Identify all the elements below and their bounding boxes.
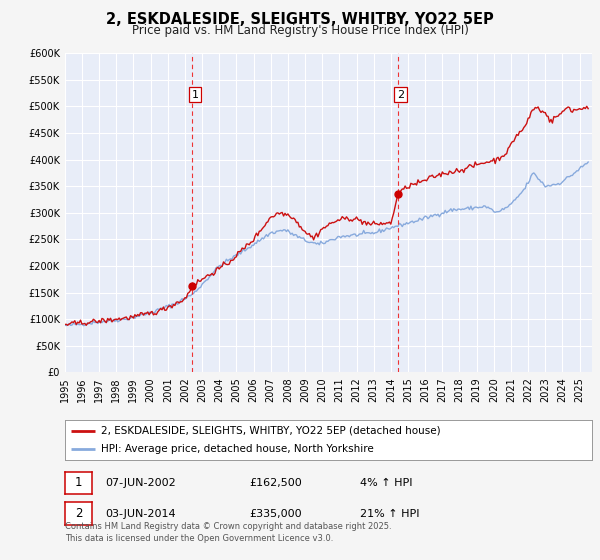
Text: 1: 1 (75, 476, 82, 489)
Text: £335,000: £335,000 (249, 508, 302, 519)
Text: 03-JUN-2014: 03-JUN-2014 (105, 508, 176, 519)
Text: 07-JUN-2002: 07-JUN-2002 (105, 478, 176, 488)
Text: HPI: Average price, detached house, North Yorkshire: HPI: Average price, detached house, Nort… (101, 445, 373, 454)
Text: £162,500: £162,500 (249, 478, 302, 488)
Text: 4% ↑ HPI: 4% ↑ HPI (360, 478, 413, 488)
Text: 2: 2 (397, 90, 404, 100)
Text: 2, ESKDALESIDE, SLEIGHTS, WHITBY, YO22 5EP (detached house): 2, ESKDALESIDE, SLEIGHTS, WHITBY, YO22 5… (101, 426, 440, 436)
Text: Price paid vs. HM Land Registry's House Price Index (HPI): Price paid vs. HM Land Registry's House … (131, 24, 469, 37)
Text: 21% ↑ HPI: 21% ↑ HPI (360, 508, 419, 519)
Text: 2: 2 (75, 507, 82, 520)
Text: Contains HM Land Registry data © Crown copyright and database right 2025.
This d: Contains HM Land Registry data © Crown c… (65, 522, 391, 543)
Text: 1: 1 (191, 90, 199, 100)
Text: 2, ESKDALESIDE, SLEIGHTS, WHITBY, YO22 5EP: 2, ESKDALESIDE, SLEIGHTS, WHITBY, YO22 5… (106, 12, 494, 27)
